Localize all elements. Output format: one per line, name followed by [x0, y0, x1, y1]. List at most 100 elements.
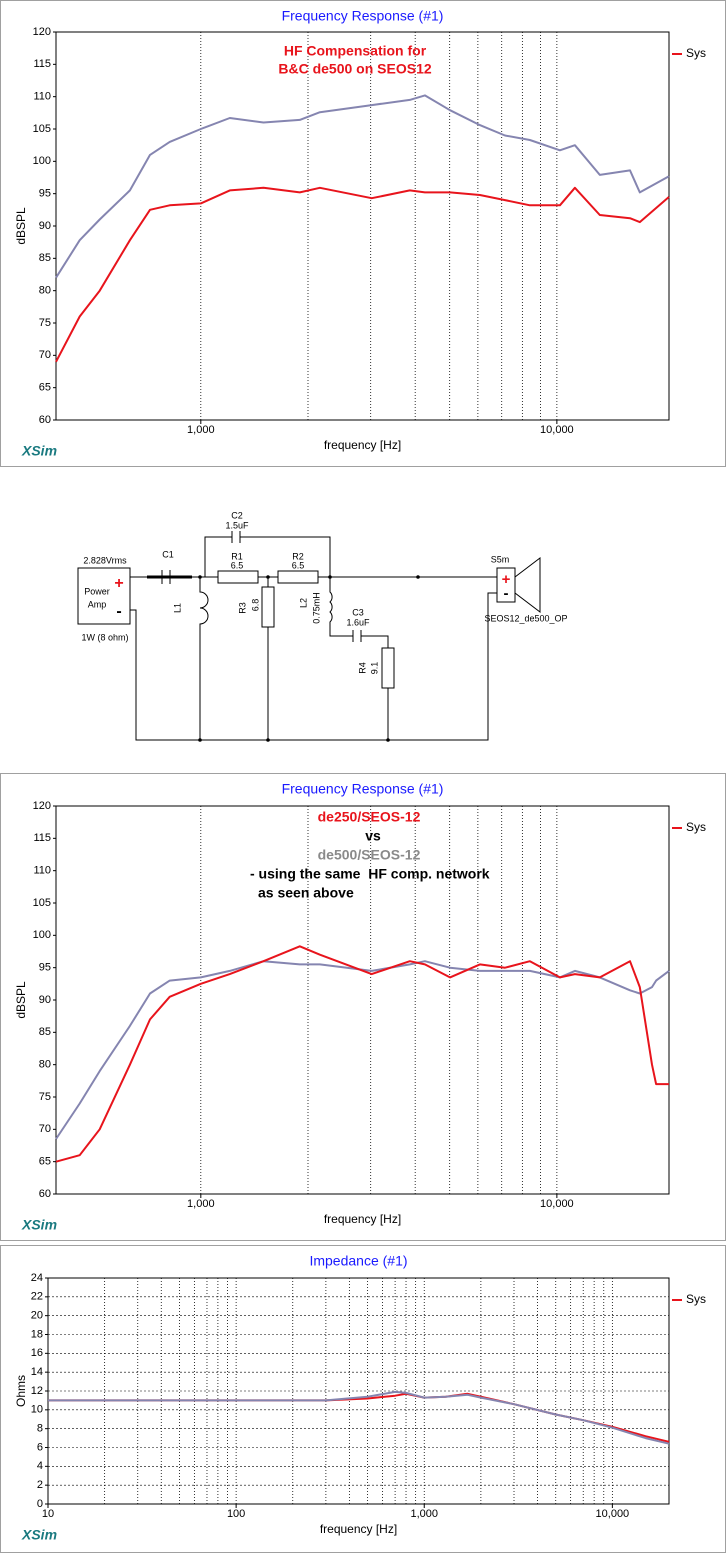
speaker-cone [514, 556, 541, 614]
label: 1W (8 ohm) [81, 632, 128, 642]
y-tick-label: 14 [31, 1366, 43, 1378]
label: SEOS12_de500_OP [484, 613, 567, 623]
label: 6.5 [292, 560, 305, 570]
y-tick-label: 65 [39, 1156, 51, 1168]
label: 6.8 [250, 599, 260, 612]
y-tick-label: 115 [33, 832, 51, 844]
label: 0.75mH [311, 592, 321, 624]
y-tick-label: 115 [33, 58, 51, 70]
label: R4 [357, 662, 367, 674]
node [328, 575, 332, 579]
x-tick-label: 100 [227, 1508, 245, 1520]
chart: Impedance (#1) frequency [Hz] Ohms XSim 10 10… [0, 1245, 726, 1553]
annotation: HF Compensation for [284, 43, 427, 59]
plot-area [55, 805, 670, 1195]
label: 6.5 [231, 560, 244, 570]
r3 [261, 586, 275, 628]
label: 1.6uF [346, 617, 370, 627]
amp-box [77, 567, 131, 625]
series-line [55, 94, 670, 279]
annotation: vs [365, 828, 381, 844]
label: + [114, 575, 123, 592]
x-tick-label: 10 [42, 1508, 54, 1520]
y-tick-label: 105 [33, 897, 51, 909]
c1-plates [161, 570, 171, 584]
y-tick-label: 80 [39, 285, 51, 297]
watermark: XSim [21, 1217, 57, 1233]
y-tick-label: 90 [39, 220, 51, 232]
c2-plates [231, 531, 241, 543]
annotation: - using the same HF comp. network [250, 866, 490, 882]
x-tick-label: 10,000 [596, 1508, 630, 1520]
y-tick-label: 100 [33, 155, 51, 167]
label: 9.1 [369, 662, 379, 675]
y-tick-label: 100 [33, 929, 51, 941]
node [266, 738, 270, 742]
x-tick-label: 10,000 [540, 1198, 574, 1210]
y-tick-label: 85 [39, 252, 51, 264]
series-line [55, 945, 669, 1163]
x-tick-label: 1,000 [187, 1198, 215, 1210]
y-tick-label: 18 [31, 1328, 43, 1340]
chart-title: Frequency Response (#1) [282, 8, 444, 24]
label: Amp [88, 599, 107, 609]
y-tick-label: 4 [37, 1460, 43, 1472]
y-tick-label: 12 [31, 1385, 43, 1397]
chart: Frequency Response (#1) frequency [Hz] dBS… [0, 773, 726, 1241]
annotation: B&C de500 on SEOS12 [278, 61, 431, 77]
y-tick-label: 110 [33, 91, 51, 103]
l2-c3-r4 [329, 577, 389, 740]
chart-title: Impedance (#1) [309, 1253, 407, 1269]
chart: Frequency Response (#1) frequency [Hz] dBS… [0, 0, 726, 467]
label: L1 [172, 603, 182, 613]
node [198, 575, 202, 579]
y-axis-label: dBSPL [14, 981, 28, 1019]
y-tick-label: 8 [37, 1423, 43, 1435]
x-tick-label: 1,000 [187, 424, 215, 436]
y-tick-label: 10 [31, 1404, 43, 1416]
c3-plates [352, 630, 362, 642]
y-tick-label: 0 [37, 1498, 43, 1510]
y-tick-label: 2 [37, 1479, 43, 1491]
y-tick-label: 75 [39, 317, 51, 329]
y-tick-label: 60 [39, 1188, 51, 1200]
schematic: Power Amp + - 2.828Vrms 1W (8 ohm) C1 C2… [77, 510, 568, 742]
node [198, 738, 202, 742]
x-tick-label: 1,000 [410, 1508, 438, 1520]
label: R1 [231, 551, 243, 561]
y-axis-label: dBSPL [14, 207, 28, 245]
x-axis-label: frequency [Hz] [320, 1522, 397, 1536]
legend-label: Sys [686, 46, 706, 60]
label: + [502, 571, 511, 588]
nodes [198, 575, 420, 742]
legend-label: Sys [686, 820, 706, 834]
y-tick-label: 80 [39, 1059, 51, 1071]
y-tick-label: 24 [31, 1272, 43, 1284]
node [416, 575, 420, 579]
y-tick-label: 110 [33, 865, 51, 877]
y-tick-label: 20 [31, 1310, 43, 1322]
y-tick-label: 70 [39, 1123, 51, 1135]
y-tick-label: 16 [31, 1347, 43, 1359]
annotation: de500/SEOS-12 [318, 847, 421, 863]
y-tick-label: 22 [31, 1291, 43, 1303]
wire [204, 536, 331, 577]
legend-label: Sys [686, 1292, 706, 1306]
label: 2.828Vrms [83, 555, 127, 565]
label: 1.5uF [225, 520, 249, 530]
r4 [381, 647, 395, 689]
y-tick-label: 95 [39, 962, 51, 974]
r1 [217, 570, 259, 584]
y-tick-label: 65 [39, 382, 51, 394]
y-tick-label: 120 [33, 26, 51, 38]
label: - [504, 585, 509, 602]
y-tick-label: 6 [37, 1441, 43, 1453]
x-tick-label: 10,000 [540, 424, 574, 436]
label: L2 [298, 598, 308, 608]
y-tick-label: 85 [39, 1026, 51, 1038]
label: S5m [491, 554, 510, 564]
series-line [48, 1390, 670, 1445]
label: - [116, 603, 121, 620]
series-line [55, 186, 670, 363]
